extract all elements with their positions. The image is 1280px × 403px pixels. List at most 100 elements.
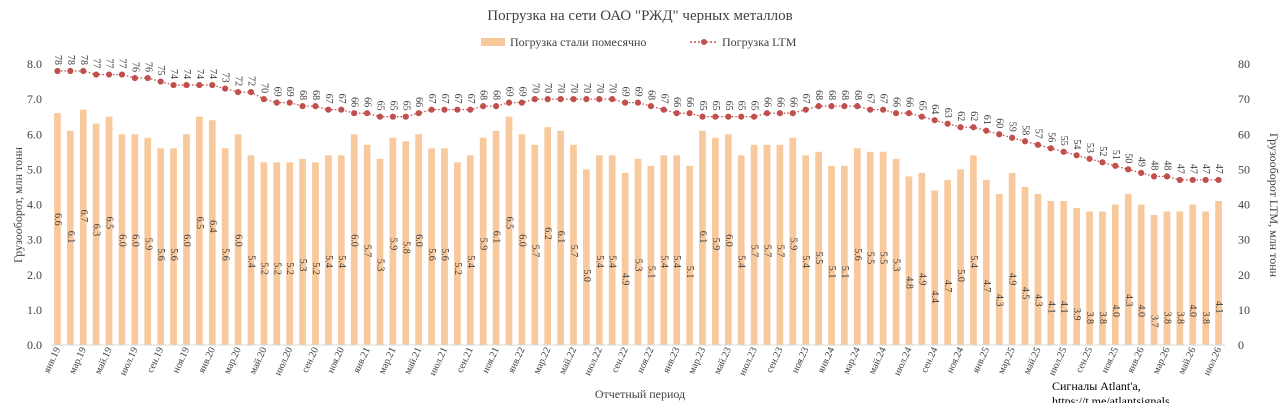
bar-data-label: 5.6	[220, 248, 231, 260]
bar-data-label: 6.3	[91, 224, 102, 237]
ltm-data-label: 51	[1110, 150, 1121, 160]
ltm-point	[105, 71, 113, 78]
bar	[454, 162, 461, 345]
x-tick-label: мар.26	[1151, 346, 1173, 376]
ltm-data-label: 78	[78, 55, 89, 65]
bar-data-label: 5.6	[439, 248, 450, 260]
ltm-point	[170, 81, 177, 89]
bar-data-label: 4.3	[994, 294, 1005, 307]
ltm-point	[402, 113, 409, 120]
ltm-point	[841, 103, 848, 110]
ltm-point	[880, 106, 887, 113]
bar-data-label: 6.0	[116, 234, 127, 247]
x-tick-label: ноя.21	[480, 346, 501, 375]
x-tick-label: июл.21	[428, 346, 451, 378]
ltm-data-label: 65	[723, 101, 734, 111]
bar-data-label: 4.9	[916, 273, 927, 286]
bar	[170, 148, 177, 345]
y-right-tick-label: 0	[1238, 338, 1244, 352]
bar	[789, 137, 797, 345]
ltm-point	[970, 124, 977, 131]
ltm-data-label: 70	[555, 83, 566, 93]
bar-data-label: 5.3	[374, 259, 385, 272]
bar-data-label: 3.9	[1071, 308, 1082, 321]
ltm-point	[686, 110, 693, 117]
ltm-point	[492, 103, 500, 110]
ltm-point	[660, 106, 667, 113]
ltm-data-label: 74	[168, 69, 179, 79]
x-tick-label: сен.22	[609, 346, 630, 375]
legend-bar-swatch	[481, 38, 505, 46]
bar-data-label: 3.8	[1200, 312, 1211, 325]
x-tick-label: июл.25	[1047, 346, 1070, 378]
x-tick-label: май.19	[93, 346, 115, 377]
bar	[892, 158, 900, 345]
bar-data-label: 5.1	[826, 266, 837, 279]
bar	[1111, 204, 1119, 345]
bar	[957, 169, 964, 345]
ltm-point	[363, 110, 371, 117]
x-tick-label: сен.24	[919, 346, 940, 375]
ltm-data-label: 58	[1020, 125, 1031, 135]
x-tick-label: ноя.19	[171, 346, 192, 375]
bar-data-label: 5.2	[284, 262, 295, 275]
x-tick-label: мар.22	[532, 346, 554, 376]
bar	[1073, 208, 1080, 345]
bar	[750, 144, 758, 345]
ltm-data-label: 48	[1161, 160, 1172, 170]
ltm-point	[67, 67, 74, 75]
bar	[802, 155, 810, 345]
ltm-point	[1138, 169, 1145, 176]
bar	[492, 130, 500, 345]
bar	[389, 137, 397, 345]
bar	[905, 176, 913, 345]
bar-data-label: 4.0	[1110, 305, 1121, 318]
ltm-data-label: 70	[542, 83, 553, 93]
ltm-point	[209, 81, 216, 89]
bar-data-label: 3.8	[1174, 312, 1185, 325]
ltm-data-label: 70	[607, 83, 618, 93]
ltm-data-label: 66	[362, 97, 373, 107]
bar	[853, 148, 861, 345]
ltm-point	[183, 81, 190, 89]
bar	[595, 155, 603, 345]
bar	[131, 134, 139, 345]
ltm-data-label: 76	[142, 62, 153, 72]
bar-data-label: 5.4	[658, 255, 669, 268]
ltm-data-label: 70	[258, 83, 269, 93]
ltm-data-label: 67	[878, 94, 889, 104]
bar-data-label: 6.1	[697, 231, 708, 244]
y-right-tick-label: 70	[1238, 92, 1250, 106]
bar-data-label: 6.5	[503, 217, 514, 230]
ltm-point	[376, 113, 384, 120]
x-tick-label: май.25	[1022, 346, 1044, 377]
bar-data-label: 6.0	[349, 234, 360, 247]
bar	[970, 155, 977, 345]
y-right-tick-label: 60	[1238, 127, 1250, 141]
bar	[982, 179, 990, 345]
ltm-data-label: 66	[787, 97, 798, 107]
ltm-data-label: 57	[1032, 129, 1043, 139]
ltm-point	[286, 99, 293, 106]
bar	[686, 165, 693, 345]
bar-data-label: 4.0	[1187, 305, 1198, 318]
x-tick-label: сен.23	[764, 346, 785, 375]
bar-data-label: 5.4	[245, 255, 256, 268]
bar-data-label: 6.0	[413, 234, 424, 247]
bar-data-label: 4.3	[1123, 294, 1134, 307]
x-tick-label: май.24	[867, 346, 889, 377]
ltm-point	[983, 127, 990, 134]
ltm-point	[1099, 159, 1106, 166]
ltm-point	[918, 113, 925, 120]
bar	[634, 158, 642, 345]
ltm-point	[725, 113, 732, 120]
bar	[1176, 211, 1184, 345]
ltm-point	[325, 106, 332, 113]
x-tick-label: май.20	[248, 346, 270, 377]
ltm-data-label: 66	[349, 97, 360, 107]
ltm-line-series	[54, 67, 1222, 184]
ltm-point	[699, 113, 706, 120]
